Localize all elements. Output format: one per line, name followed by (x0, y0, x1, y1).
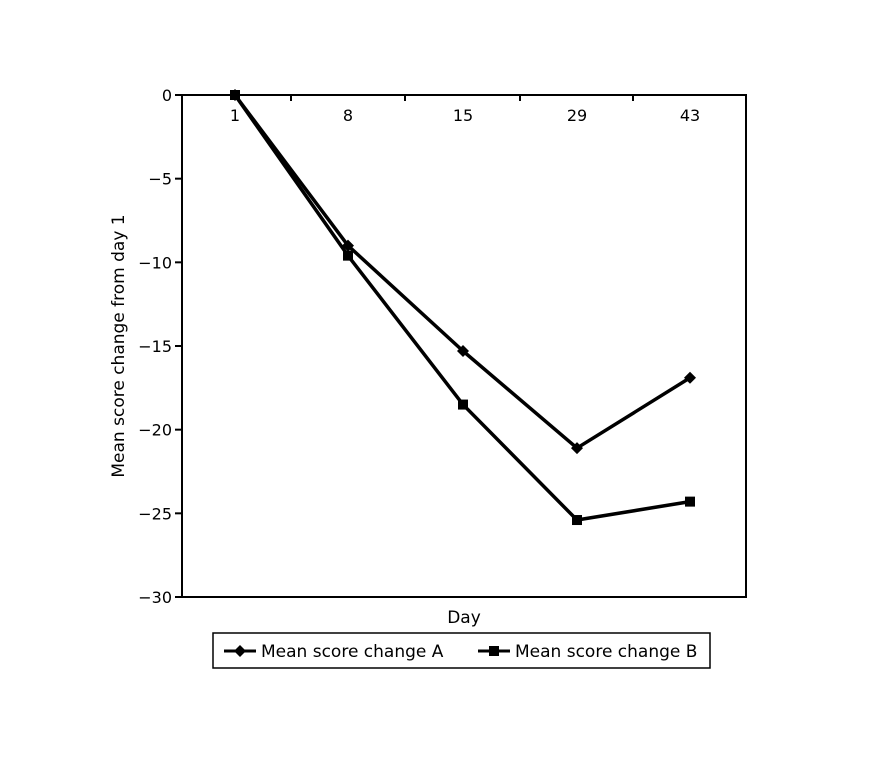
x-tick-label: 43 (680, 106, 700, 125)
square-point (230, 90, 240, 100)
legend-square-icon (489, 646, 499, 656)
diamond-point (571, 442, 583, 455)
y-tick-label: −20 (138, 421, 172, 440)
x-axis: 1 8 15 29 43 (181, 95, 747, 125)
square-point (343, 250, 353, 261)
y-axis: 0 −5 −10 −15 −20 −25 −30 (138, 86, 182, 607)
legend-box (212, 632, 711, 669)
diamond-point (684, 371, 696, 384)
series-line-b (233, 93, 691, 522)
x-tick-label: 1 (230, 106, 240, 125)
series-line-a (233, 93, 691, 450)
x-tick-label: 15 (453, 106, 473, 125)
plot-area (181, 94, 747, 598)
legend-label: Mean score change A (261, 642, 444, 662)
legend-diamond-icon (234, 645, 246, 657)
square-point (458, 399, 468, 410)
y-axis-title: Mean score change from day 1 (109, 214, 129, 477)
legend: Mean score change A Mean score change B (212, 632, 711, 669)
x-tick-label: 29 (567, 106, 587, 125)
x-tick-label: 8 (343, 106, 353, 125)
y-tick-label: −5 (148, 170, 172, 189)
square-point (685, 496, 695, 507)
square-point (572, 515, 582, 526)
y-tick-label: −15 (138, 337, 172, 356)
diamond-point (457, 345, 469, 358)
y-tick-label: −10 (138, 253, 172, 272)
x-axis-title: Day (447, 608, 481, 628)
legend-label: Mean score change B (515, 642, 697, 662)
y-tick-label: −25 (138, 504, 172, 523)
series-layer (229, 89, 696, 526)
y-tick-label: 0 (162, 86, 172, 105)
y-tick-label: −30 (138, 588, 172, 607)
